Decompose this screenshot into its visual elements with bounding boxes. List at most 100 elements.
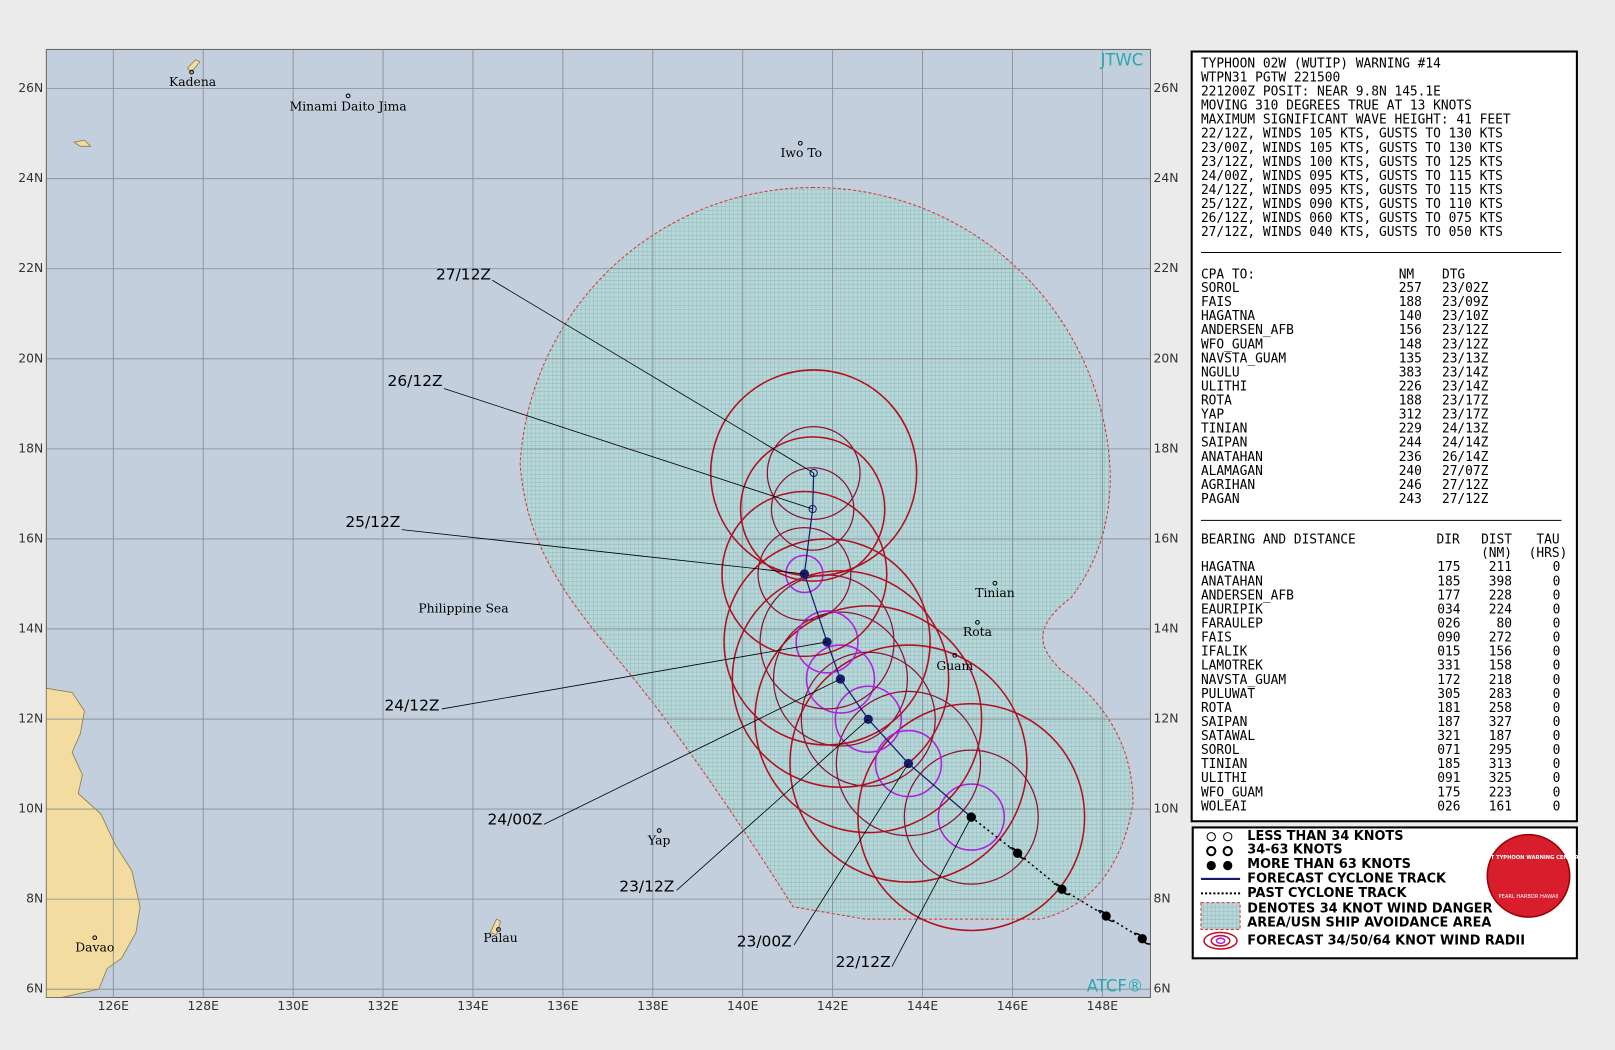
- logo: [1486, 833, 1571, 918]
- cpa-cell: ROTA: [1201, 394, 1232, 409]
- bearing-cell: 0: [1553, 631, 1561, 646]
- bearing-cell: 185: [1437, 574, 1460, 589]
- lon-label: 134E: [457, 999, 489, 1013]
- cpa-cell: 24/14Z: [1442, 436, 1489, 451]
- lat-label: 24N: [18, 171, 43, 185]
- bearing-cell: 0: [1553, 687, 1561, 702]
- bearing-cell: SAIPAN: [1201, 715, 1247, 730]
- bearing-cell: 0: [1553, 673, 1561, 688]
- bearing-cell: 272: [1489, 631, 1512, 646]
- bearing-cell: 0: [1553, 743, 1561, 758]
- bearing-cell: 224: [1489, 602, 1512, 617]
- radius-50kt: [772, 611, 909, 747]
- bearing-cell: 211: [1489, 560, 1512, 575]
- logo-text: JOINT TYPHOON WARNING CENTER: [1477, 855, 1578, 861]
- cpa-cell: 148: [1399, 337, 1422, 352]
- bearing-cell: 327: [1489, 715, 1512, 730]
- cpa-cell: 312: [1399, 408, 1422, 423]
- corner-label: ATCF®: [1087, 977, 1144, 996]
- bearing-cell: 015: [1437, 645, 1460, 660]
- bearing-cell: NAVSTA_GUAM: [1201, 673, 1286, 688]
- lat-label: 24N: [1154, 171, 1179, 185]
- cpa-cell: 27/07Z: [1442, 464, 1489, 479]
- lat-label: 14N: [18, 621, 43, 635]
- legend-icon: [1200, 902, 1241, 930]
- place-dot: [189, 69, 194, 75]
- bearing-cell: 325: [1489, 771, 1512, 786]
- legend-item: MORE THAN 63 KNOTS: [1247, 857, 1411, 872]
- bearing-cell: 321: [1437, 729, 1460, 744]
- radius-34kt: [857, 703, 1086, 932]
- cpa-cell: 246: [1399, 478, 1422, 493]
- radius-50kt: [770, 467, 855, 551]
- radius-50kt: [766, 425, 861, 520]
- lat-label: 8N: [26, 892, 43, 906]
- leader-line: [543, 678, 841, 825]
- leader-line: [492, 279, 814, 474]
- lat-label: 10N: [1154, 802, 1179, 816]
- legend-icon: [1206, 832, 1216, 842]
- forecast-point: [808, 504, 817, 514]
- lat-label: 8N: [1154, 892, 1171, 906]
- cpa-cell: 27/12Z: [1442, 478, 1489, 493]
- legend-icon: [1206, 845, 1217, 857]
- legend-icon: [1210, 934, 1231, 947]
- header-line: 25/12Z, WINDS 090 KTS, GUSTS TO 110 KTS: [1201, 197, 1503, 212]
- radius-50kt: [800, 651, 936, 787]
- bearing-cell: 0: [1553, 602, 1561, 617]
- bearing-cell: SATAWAL: [1201, 729, 1255, 744]
- cpa-cell: 24/13Z: [1442, 422, 1489, 437]
- corner-label: JTWC: [1100, 50, 1144, 69]
- radius-34kt: [709, 369, 918, 577]
- place-label: Minami Daito Jima: [290, 100, 408, 114]
- header-line: 23/12Z, WINDS 100 KTS, GUSTS TO 125 KTS: [1201, 155, 1503, 170]
- typhoon-center: [1101, 911, 1111, 921]
- lat-label: 26N: [1154, 81, 1179, 95]
- lon-label: 132E: [367, 999, 399, 1013]
- bearing-column: TAU: [1536, 532, 1559, 547]
- radius-34kt: [789, 644, 1028, 883]
- place-dot: [345, 93, 351, 99]
- radius-64kt: [874, 729, 943, 798]
- bearing-cell: 218: [1489, 673, 1512, 688]
- bearing-cell: 283: [1489, 687, 1512, 702]
- header-line: MAXIMUM SIGNIFICANT WAVE HEIGHT: 41 FEET: [1201, 113, 1511, 128]
- cpa-cell: 23/02Z: [1442, 281, 1489, 296]
- cpa-cell: 23/14Z: [1442, 365, 1489, 380]
- typhoon-center: [1057, 884, 1067, 894]
- bearing-cell: 175: [1437, 785, 1460, 800]
- lon-label: 138E: [637, 999, 669, 1013]
- place-dot: [992, 580, 998, 586]
- cpa-cell: 243: [1399, 492, 1422, 507]
- leader-line: [443, 388, 813, 510]
- bearing-unit: (HRS): [1529, 546, 1568, 561]
- cpa-cell: 23/14Z: [1442, 379, 1489, 394]
- bearing-cell: FARAULEP: [1201, 617, 1263, 632]
- cpa-cell: FAIS: [1201, 295, 1232, 310]
- cpa-cell: 257: [1399, 281, 1422, 296]
- bearing-column: DIR: [1437, 532, 1460, 547]
- radius-50kt: [835, 690, 982, 837]
- lon-label: 136E: [547, 999, 579, 1013]
- cpa-cell: NAVSTA_GUAM: [1201, 351, 1286, 366]
- bearing-cell: 80: [1497, 617, 1512, 632]
- cpa-cell: 240: [1399, 464, 1422, 479]
- lat-label: 6N: [26, 982, 43, 996]
- legend-item: LESS THAN 34 KNOTS: [1247, 829, 1403, 844]
- legend-item: FORECAST 34/50/64 KNOT WIND RADII: [1247, 933, 1525, 948]
- bearing-cell: 0: [1553, 645, 1561, 660]
- place-dot: [975, 620, 980, 625]
- cpa-cell: 156: [1399, 323, 1422, 338]
- bearing-cell: ANDERSEN_AFB: [1201, 588, 1294, 603]
- cpa-cell: 27/12Z: [1442, 492, 1489, 507]
- bearing-cell: 295: [1489, 743, 1512, 758]
- legend-item: FORECAST CYCLONE TRACK: [1247, 871, 1447, 886]
- place-label: Davao: [75, 940, 114, 954]
- cpa-cell: 244: [1399, 436, 1422, 451]
- cpa-cell: 23/13Z: [1442, 351, 1489, 366]
- lon-label: 148E: [1087, 999, 1119, 1013]
- bearing-cell: 0: [1553, 701, 1561, 716]
- track-label: 23/12Z: [619, 878, 674, 896]
- radius-34kt: [754, 605, 983, 834]
